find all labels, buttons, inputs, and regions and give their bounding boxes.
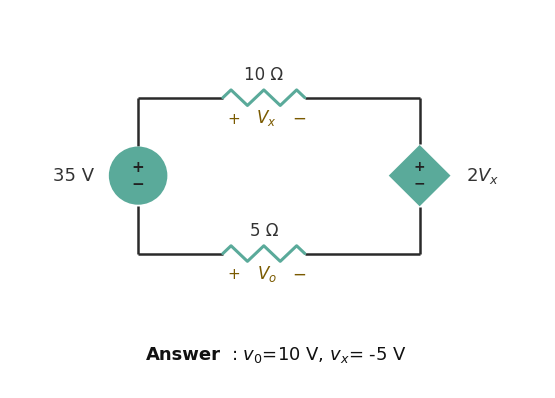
Ellipse shape xyxy=(110,148,166,204)
Text: 10 Ω: 10 Ω xyxy=(244,66,284,84)
Text: $2V_x$: $2V_x$ xyxy=(466,166,500,185)
Text: : $v_0$=10 V, $v_x$= -5 V: : $v_0$=10 V, $v_x$= -5 V xyxy=(231,345,407,365)
Text: −: − xyxy=(292,110,306,128)
Text: $V_x$: $V_x$ xyxy=(256,108,277,128)
Text: −: − xyxy=(132,177,144,192)
Text: 5 Ω: 5 Ω xyxy=(250,222,278,240)
Text: −: − xyxy=(292,266,306,284)
Text: +: + xyxy=(414,160,426,174)
Text: +: + xyxy=(132,160,144,175)
Text: +: + xyxy=(228,111,240,127)
Text: −: − xyxy=(414,176,426,190)
Polygon shape xyxy=(390,146,449,205)
Text: $V_o$: $V_o$ xyxy=(256,264,276,284)
Text: 35 V: 35 V xyxy=(53,167,94,185)
Text: +: + xyxy=(228,267,240,283)
Text: Answer: Answer xyxy=(147,346,221,364)
